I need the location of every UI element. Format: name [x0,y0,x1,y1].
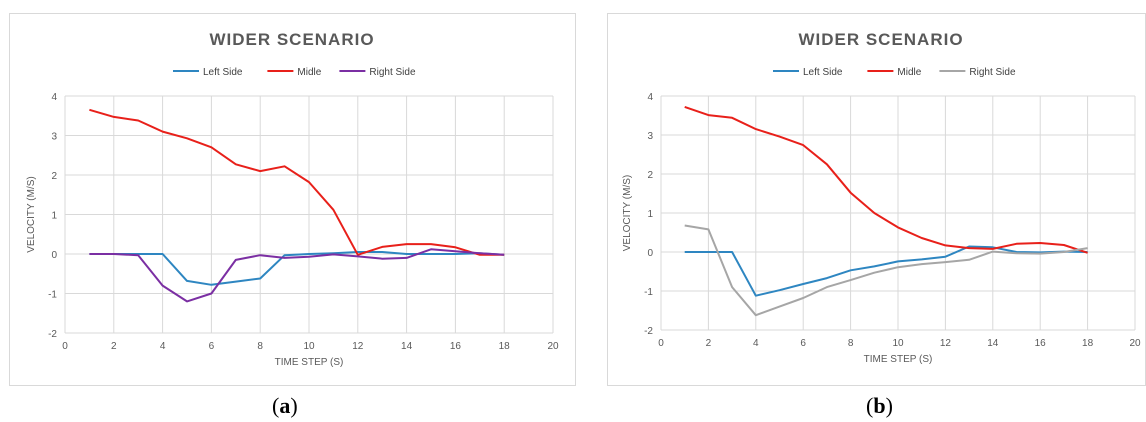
x-tick-label: 10 [892,338,904,349]
y-tick-label: -2 [644,326,653,337]
y-tick-label: -1 [644,287,653,298]
series-line-0 [89,251,505,286]
legend-label-0: Left Side [803,67,843,78]
x-tick-label: 16 [450,341,462,352]
x-axis-label: TIME STEP (S) [864,354,933,365]
x-tick-label: 8 [257,341,263,352]
x-tick-label: 4 [753,338,759,349]
x-tick-label: 2 [111,341,117,352]
chart-panel-b: WIDER SCENARIO Left Side Midle Right Side -2… [607,13,1146,386]
legend-label-1: Midle [297,67,321,78]
y-tick-label: 4 [647,92,653,103]
y-tick-label: 0 [647,248,653,259]
series-line-0 [684,245,1088,297]
caption-b: (b) [866,393,893,418]
x-tick-label: 14 [987,338,999,349]
y-axis-label: VELOCITY (M/S) [26,176,37,253]
y-tick-label: 0 [51,250,57,261]
y-tick-label: 3 [51,132,57,143]
x-tick-label: 8 [848,338,854,349]
chart-title: WIDER SCENARIO [209,30,374,49]
y-tick-label: 2 [51,171,57,182]
x-axis-label: TIME STEP (S) [275,357,344,368]
x-tick-label: 10 [303,341,315,352]
x-tick-label: 0 [658,338,664,349]
x-tick-label: 6 [800,338,806,349]
x-tick-label: 16 [1035,338,1047,349]
legend-label-2: Right Side [369,67,416,78]
x-tick-label: 12 [940,338,952,349]
chart-panel-a: WIDER SCENARIO Left Side Midle Right Side -2… [9,13,576,386]
series-line-1 [684,105,1088,254]
y-tick-label: 1 [51,211,57,222]
y-tick-label: 2 [647,170,653,181]
legend-label-1: Midle [897,67,921,78]
x-tick-label: 14 [401,341,413,352]
chart-a-svg: WIDER SCENARIO Left Side Midle Right Side -2… [26,30,559,368]
chart-b-svg: WIDER SCENARIO Left Side Midle Right Side -2… [622,30,1141,365]
y-tick-label: -1 [48,290,57,301]
x-tick-label: 18 [499,341,511,352]
y-tick-label: 3 [647,131,653,142]
x-tick-label: 4 [160,341,166,352]
series-line-2 [89,248,505,303]
x-tick-label: 12 [352,341,364,352]
caption-a: (a) [272,393,298,418]
legend-label-0: Left Side [203,67,243,78]
y-tick-label: 4 [51,92,57,103]
x-tick-label: 2 [706,338,712,349]
x-tick-label: 20 [1129,338,1141,349]
x-tick-label: 0 [62,341,68,352]
legend-label-2: Right Side [969,67,1016,78]
y-tick-label: 1 [647,209,653,220]
y-tick-label: -2 [48,329,57,340]
series-line-1 [89,108,505,256]
x-tick-label: 18 [1082,338,1094,349]
x-tick-label: 6 [209,341,215,352]
series-line-2 [684,224,1088,317]
x-tick-label: 20 [547,341,559,352]
chart-title: WIDER SCENARIO [798,30,963,49]
y-axis-label: VELOCITY (M/S) [622,175,633,252]
